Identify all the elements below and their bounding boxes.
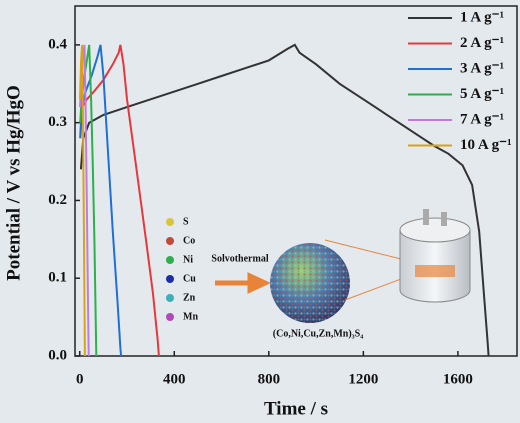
electrode [415,265,455,277]
x-tick-label: 1200 [348,371,378,387]
inset: S Co Ni Cu Zn Mn Solvothermal (Co,Ni,Cu,… [166,209,471,339]
x-tick-label: 1600 [443,371,473,387]
element-dot [166,275,174,283]
legend-label: 10 A g⁻¹ [460,137,512,153]
sphere-atoms [270,243,350,323]
legend-label: 1 A g⁻¹ [460,9,504,25]
element-label: S [183,216,189,227]
series-line [79,44,86,357]
legend-label: 5 A g⁻¹ [460,86,504,102]
element-dot [166,294,174,302]
arrow-label: Solvothermal [211,253,268,264]
x-tick-label: 400 [163,371,186,387]
legend-label: 3 A g⁻¹ [460,60,504,76]
x-axis-title: Time / s [264,398,328,419]
element-dot [166,237,174,245]
y-tick-label: 0.3 [48,114,67,130]
y-tick-label: 0.0 [48,347,67,363]
battery-top [399,217,471,243]
y-tick-label: 0.4 [48,36,67,52]
element-label: Mn [183,311,198,322]
legend-label: 7 A g⁻¹ [460,111,504,127]
terminal [441,212,447,226]
x-tick-label: 0 [76,371,84,387]
arrow [215,272,271,294]
element-dot [166,256,174,264]
y-tick-label: 0.1 [48,270,67,286]
y-tick-label: 0.2 [48,192,67,208]
element-dot [166,313,174,321]
element-label: Zn [183,292,196,303]
element-dot [166,218,174,226]
plot-frame [74,5,518,357]
legend-label: 2 A g⁻¹ [460,35,504,51]
y-axis-title: Potential / V vs Hg/HgO [3,85,24,281]
series-line [79,43,490,357]
formula: (Co,Ni,Cu,Zn,Mn)₃S₄ [273,328,363,339]
x-tick-label: 800 [258,371,281,387]
terminal [423,209,429,225]
element-label: Cu [183,273,196,284]
element-label: Ni [183,254,193,265]
series-line [79,44,160,357]
element-label: Co [183,235,195,246]
